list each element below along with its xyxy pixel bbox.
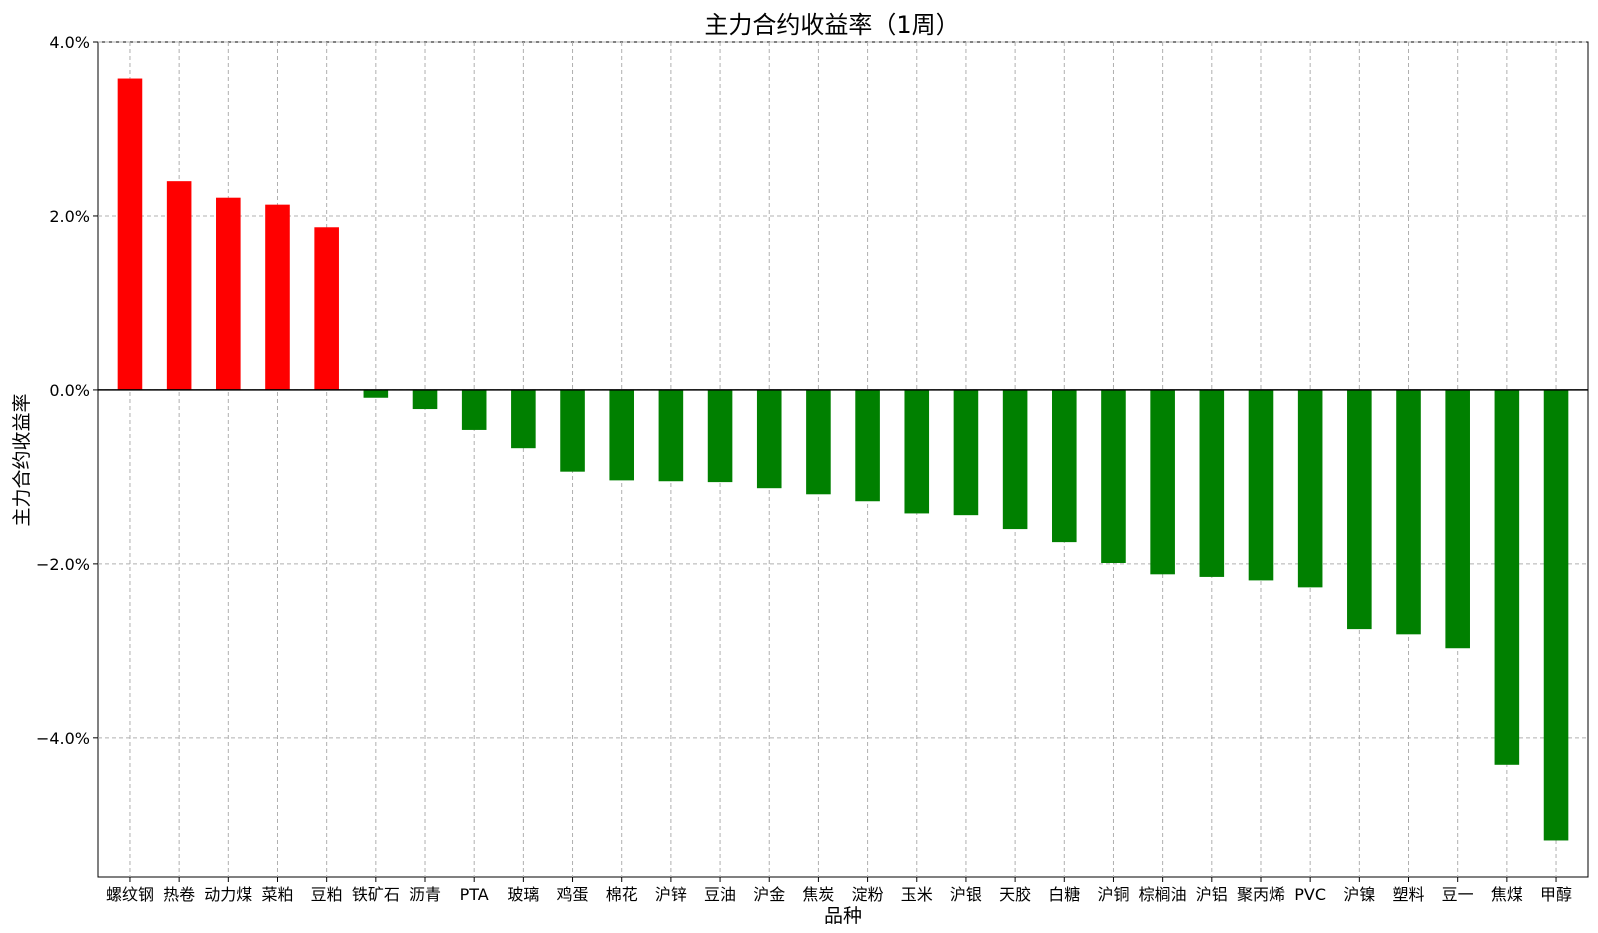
bar <box>806 389 831 495</box>
y-tick-label: −2.0% <box>36 555 90 574</box>
x-tick-label: 甲醇 <box>1540 885 1572 904</box>
x-tick-label: 棕榈油 <box>1139 885 1187 904</box>
x-tick-label: PTA <box>460 885 489 904</box>
x-axis-title: 品种 <box>824 905 862 927</box>
bar <box>658 389 684 482</box>
bar <box>1199 389 1225 577</box>
bar <box>1347 389 1372 630</box>
y-axis: 4.0% 2.0% 0.0% −2.0% −4.0% <box>36 33 98 748</box>
x-tick-label: 菜粕 <box>261 885 293 904</box>
x-tick-label: 聚丙烯 <box>1237 885 1285 904</box>
bar <box>1002 389 1028 530</box>
x-tick-label: 焦炭 <box>802 885 834 904</box>
y-tick-label: −4.0% <box>36 729 90 748</box>
x-tick-label: 棉花 <box>606 885 638 904</box>
bar <box>707 389 733 483</box>
x-tick-label: 塑料 <box>1393 885 1425 904</box>
x-tick-label: 沪铝 <box>1196 885 1228 904</box>
bar <box>1445 389 1470 649</box>
y-tick-label: 4.0% <box>49 33 90 52</box>
bar <box>1051 389 1077 543</box>
bar <box>1543 389 1569 841</box>
y-tick-label: 2.0% <box>49 207 90 226</box>
x-tick-label: 沥青 <box>409 885 441 904</box>
bar <box>216 197 241 390</box>
chart-title: 主力合约收益率（1周） <box>704 11 959 39</box>
grid <box>98 41 1588 877</box>
bar <box>511 389 536 449</box>
x-tick-label: 热卷 <box>163 885 195 904</box>
bar <box>756 389 782 489</box>
bar <box>117 78 143 390</box>
x-tick-label: 沪金 <box>753 885 785 904</box>
x-tick-label: 天胶 <box>999 885 1031 904</box>
x-tick-label: 动力煤 <box>204 885 252 904</box>
x-tick-label: 焦煤 <box>1491 885 1523 904</box>
bar <box>461 389 487 430</box>
bar <box>1101 389 1126 564</box>
bar <box>166 181 192 390</box>
bar <box>1248 389 1274 581</box>
x-tick-label: 沪铜 <box>1097 885 1129 904</box>
x-tick-label: 豆一 <box>1442 885 1474 904</box>
x-tick-label: 铁矿石 <box>352 885 400 904</box>
x-tick-label: 淀粉 <box>852 885 884 904</box>
bar <box>363 389 389 398</box>
x-tick-label: 玻璃 <box>507 885 539 904</box>
x-tick-label: 豆油 <box>704 885 736 904</box>
x-tick-label: 沪锌 <box>655 885 687 904</box>
bar <box>1297 389 1323 588</box>
x-tick-label: 沪银 <box>950 885 982 904</box>
bar <box>1150 389 1175 575</box>
bar <box>412 389 438 410</box>
x-tick-label: 玉米 <box>901 885 933 904</box>
bar <box>314 227 339 390</box>
bar <box>609 389 635 481</box>
bar <box>855 389 880 502</box>
x-tick-label: 沪镍 <box>1343 885 1375 904</box>
x-tick-label: 螺纹钢 <box>106 885 154 904</box>
bar <box>1396 389 1421 635</box>
y-tick-label: 0.0% <box>49 381 90 400</box>
x-tick-label: 豆粕 <box>311 885 343 904</box>
y-axis-title: 主力合约收益率 <box>11 393 33 526</box>
bar <box>1494 389 1520 765</box>
bar <box>265 204 290 390</box>
bar <box>953 389 979 516</box>
x-axis: 螺纹钢 热卷 动力煤 菜粕 豆粕 铁矿石 沥青 PTA 玻璃 鸡蛋 棉花 沪锌 豆油 沪金 焦炭 淀粉 玉米 沪银… <box>106 877 1572 904</box>
bars <box>117 78 1569 841</box>
x-tick-label: PVC <box>1294 885 1326 904</box>
x-tick-label: 鸡蛋 <box>557 885 589 904</box>
bar <box>904 389 930 514</box>
bar <box>560 389 585 472</box>
x-tick-label: 白糖 <box>1048 885 1080 904</box>
